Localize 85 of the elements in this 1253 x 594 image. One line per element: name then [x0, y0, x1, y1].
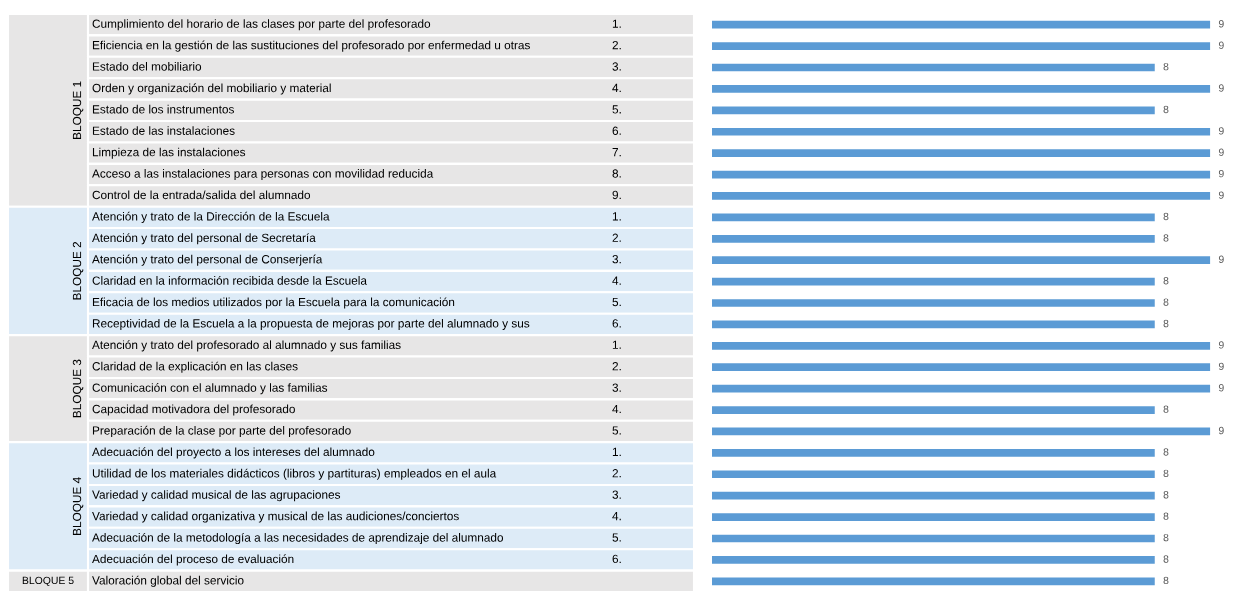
- data-label: 9: [1218, 84, 1224, 92]
- y2-tick-label: 4.: [612, 276, 621, 285]
- y2-tick-label: 6.: [612, 554, 621, 564]
- y2-tick-label: 2.: [612, 469, 621, 478]
- y2-tick-label: 2.: [612, 233, 621, 242]
- text: BLOQUE 3: [72, 359, 84, 418]
- y-tick-label: Limpieza de las instalaciones: [92, 147, 246, 159]
- y-tick-label: Variedad y calidad organizativa y musical de las audiciones/conciertos: [92, 511, 459, 523]
- data-label: 9: [1218, 362, 1224, 371]
- y-tick-label: Orden y organización del mobiliario y material: [92, 83, 331, 95]
- y2-tick-label: 3.: [612, 254, 621, 264]
- y-tick-label: Adecuación de la metodología a las necesidades de aprendizaje del alumnado: [92, 532, 504, 545]
- y2-tick-label: 1.: [612, 19, 621, 28]
- y2-tick-label: 4.: [612, 404, 621, 414]
- data-label: 8: [1163, 469, 1169, 478]
- y-tick-label: Acceso a las instalaciones para personas con movilidad reducida: [92, 169, 434, 181]
- data-label: 8: [1163, 533, 1169, 542]
- y-tick-label: Variedad y calidad musical de las agrupaciones: [92, 490, 341, 502]
- y-tick-label: Adecuación del proyecto a los intereses del alumnado: [92, 447, 375, 459]
- y2-tick-label: 5.: [612, 297, 621, 307]
- y2-tick-label: 3.: [612, 490, 621, 499]
- data-label: 8: [1163, 448, 1169, 456]
- y2-tick-label: 2.: [612, 40, 621, 50]
- y2-tick-label: 2.: [612, 362, 621, 371]
- y-tick-label: Eficiencia en la gestión de las sustituciones del profesorado por enfermedad u otras: [92, 40, 530, 52]
- data-label: 9: [1218, 41, 1224, 49]
- data-label: 8: [1163, 576, 1169, 585]
- y2-tick-label: 8.: [612, 169, 621, 178]
- text: BLOQUE 1: [72, 81, 84, 139]
- y-tick-label: Claridad de la explicación en las clases: [92, 361, 298, 373]
- y-tick-label: Receptividad de la Escuela a la propuesta de mejoras por parte del alumnado y sus: [92, 318, 530, 330]
- y-tick-label: Control de la entrada/salida del alumnado: [92, 190, 311, 200]
- y-tick-label: Atención y trato del personal de Conserjería: [92, 254, 323, 266]
- data-label: 9: [1218, 341, 1224, 349]
- text: BLOQUE 4: [72, 477, 84, 535]
- y-tick-label: Eficacia de los medios utilizados por la Escuela para la comunicación: [92, 297, 455, 309]
- y-tick-label: Adecuación del proceso de evaluación: [92, 554, 294, 566]
- y2-tick-label: 5.: [612, 105, 621, 114]
- y-tick-label: Utilidad de los materiales didácticos (libros y partituras) empleados en el aula: [92, 468, 497, 480]
- data-label: 8: [1163, 298, 1169, 306]
- y-tick-label: Valoración global del servicio: [92, 575, 244, 587]
- data-label: 8: [1163, 512, 1169, 520]
- y2-tick-label: 6.: [612, 126, 621, 135]
- data-label: 8: [1163, 212, 1169, 221]
- text: BLOQUE 2: [72, 241, 84, 300]
- y2-tick-label: 6.: [612, 319, 621, 328]
- y-tick-label: Cumplimiento del horario de las clases por parte del profesorado: [92, 19, 431, 31]
- y2-tick-label: 4.: [612, 83, 621, 92]
- data-label: 8: [1163, 405, 1169, 413]
- data-label: 8: [1163, 319, 1169, 328]
- y-tick-label: Capacidad motivadora del profesorado: [92, 404, 295, 416]
- y2-tick-label: 9.: [612, 190, 621, 200]
- y2-tick-label: 1.: [612, 340, 621, 349]
- data-label: 9: [1218, 426, 1224, 435]
- y2-tick-label: 3.: [612, 62, 621, 71]
- y2-tick-label: 5.: [612, 426, 621, 435]
- data-label: 9: [1218, 191, 1224, 199]
- y2-tick-label: 4.: [612, 512, 621, 521]
- y-tick-label: Preparación de la clase por parte del profesorado: [92, 425, 351, 438]
- y-tick-label: Atención y trato de la Dirección de la Escuela: [92, 211, 330, 223]
- y2-tick-label: 3.: [612, 383, 621, 392]
- y-tick-label: Atención y trato del personal de Secretaría: [92, 233, 316, 245]
- y-tick-label: Claridad en la información recibida desde la Escuela: [92, 275, 367, 285]
- y2-tick-label: 7.: [612, 148, 621, 157]
- data-label: 9: [1218, 20, 1224, 28]
- data-label: 9: [1218, 127, 1224, 135]
- y2-tick-label: 1.: [612, 212, 621, 221]
- y-tick-label: Atención y trato del profesorado al alumnado y sus familias: [92, 340, 401, 352]
- y2-tick-label: 1.: [612, 447, 621, 456]
- data-label: 9: [1218, 255, 1224, 263]
- data-label: 9: [1218, 384, 1224, 392]
- data-label: 8: [1163, 491, 1169, 499]
- y-tick-label: Estado del mobiliario: [92, 62, 202, 71]
- data-label: 8: [1163, 62, 1169, 71]
- y-tick-label: Comunicación con el alumnado y las familias: [92, 383, 328, 395]
- data-label: 9: [1218, 169, 1224, 178]
- data-label: 9: [1218, 148, 1224, 156]
- text: BLOQUE 5: [22, 576, 74, 586]
- data-label: 8: [1163, 277, 1169, 285]
- data-label: 8: [1163, 555, 1169, 563]
- data-label: 8: [1163, 234, 1169, 242]
- y2-tick-label: 5.: [612, 533, 621, 542]
- data-label: 8: [1163, 105, 1169, 114]
- y-tick-label: Estado de las instalaciones: [92, 126, 235, 135]
- y-tick-label: Estado de los instrumentos: [92, 104, 234, 114]
